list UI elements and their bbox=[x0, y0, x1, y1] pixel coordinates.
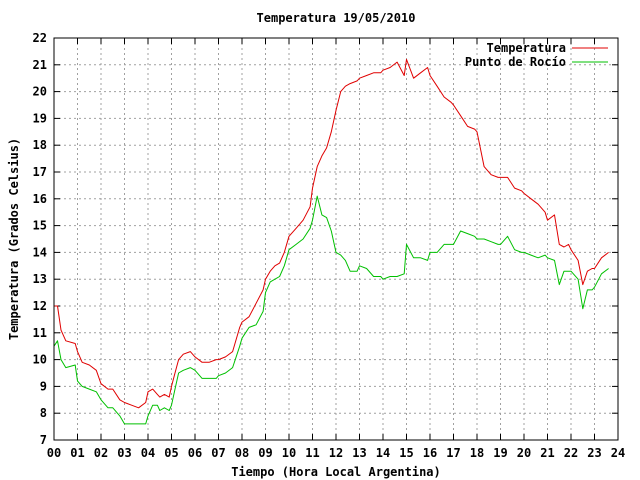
x-tick-label: 15 bbox=[399, 446, 413, 460]
y-tick-label: 19 bbox=[33, 111, 47, 125]
y-tick-label: 20 bbox=[33, 85, 47, 99]
x-tick-label: 24 bbox=[611, 446, 625, 460]
x-tick-label: 09 bbox=[258, 446, 272, 460]
x-tick-label: 02 bbox=[94, 446, 108, 460]
y-tick-label: 15 bbox=[33, 219, 47, 233]
x-tick-label: 16 bbox=[423, 446, 437, 460]
y-tick-label: 22 bbox=[33, 31, 47, 45]
x-tick-label: 23 bbox=[587, 446, 601, 460]
series-line-punto-de-rocio bbox=[53, 195, 609, 425]
x-axis-label: Tiempo (Hora Local Argentina) bbox=[231, 465, 441, 479]
y-tick-labels: 7 8 9 10 11 12 13 14 15 16 17 18 19 20 21 22 bbox=[33, 31, 47, 447]
x-tick-label: 14 bbox=[376, 446, 390, 460]
y-axis-label: Temperatura (Grados Celsius) bbox=[7, 138, 21, 340]
x-tick-label: 21 bbox=[540, 446, 554, 460]
x-tick-labels: 00 01 02 03 04 05 06 07 08 09 10 11 12 13 14 15 16 17 18 19… bbox=[47, 446, 625, 460]
series-lines bbox=[53, 58, 609, 425]
x-tick-label: 03 bbox=[117, 446, 131, 460]
x-tick-label: 12 bbox=[329, 446, 343, 460]
y-tick-label: 7 bbox=[40, 433, 47, 447]
legend: Temperatura Punto de Rocío bbox=[465, 41, 608, 69]
x-tick-label: 20 bbox=[517, 446, 531, 460]
chart-title: Temperatura 19/05/2010 bbox=[257, 11, 416, 25]
x-tick-label: 19 bbox=[493, 446, 507, 460]
x-tick-label: 06 bbox=[188, 446, 202, 460]
y-tick-label: 18 bbox=[33, 138, 47, 152]
x-tick-label: 13 bbox=[352, 446, 366, 460]
y-tick-label: 14 bbox=[33, 245, 47, 259]
legend-label-temperatura: Temperatura bbox=[487, 41, 566, 55]
x-tick-label: 17 bbox=[446, 446, 460, 460]
x-tick-label: 11 bbox=[305, 446, 319, 460]
x-tick-label: 10 bbox=[282, 446, 296, 460]
y-tick-label: 10 bbox=[33, 353, 47, 367]
y-tick-label: 16 bbox=[33, 192, 47, 206]
series-line-temperatura bbox=[54, 58, 609, 409]
y-tick-label: 17 bbox=[33, 165, 47, 179]
grid-lines bbox=[54, 38, 618, 440]
plot-frame bbox=[53, 37, 619, 441]
y-tick-label: 8 bbox=[40, 406, 47, 420]
x-tick-label: 08 bbox=[235, 446, 249, 460]
x-tick-label: 22 bbox=[564, 446, 578, 460]
y-tick-label: 13 bbox=[33, 272, 47, 286]
x-tick-label: 18 bbox=[470, 446, 484, 460]
x-tick-label: 07 bbox=[211, 446, 225, 460]
x-tick-label: 05 bbox=[164, 446, 178, 460]
y-tick-label: 9 bbox=[40, 379, 47, 393]
x-tick-label: 01 bbox=[70, 446, 84, 460]
x-tick-label: 00 bbox=[47, 446, 61, 460]
y-tick-label: 21 bbox=[33, 58, 47, 72]
y-tick-label: 11 bbox=[33, 326, 47, 340]
legend-label-punto-de-rocio: Punto de Rocío bbox=[465, 55, 566, 69]
x-tick-label: 04 bbox=[141, 446, 155, 460]
y-tick-label: 12 bbox=[33, 299, 47, 313]
